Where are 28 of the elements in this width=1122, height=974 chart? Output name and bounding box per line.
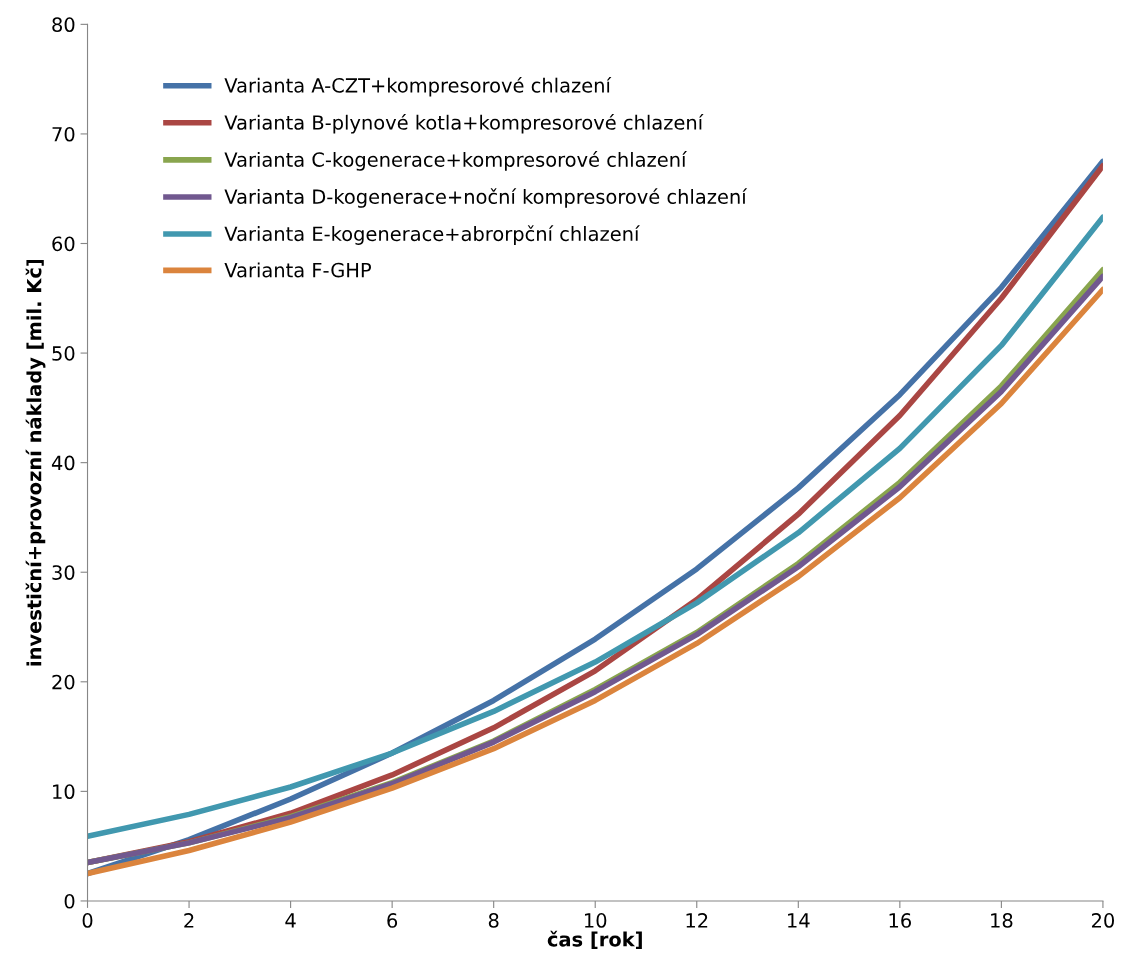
legend-label: Varianta E-kogenerace+abrorpční chlazení [224, 225, 640, 245]
legend-label: Varianta D-kogenerace+noční kompresorové chlazení [224, 188, 748, 208]
y-tick-label: 60 [52, 236, 75, 252]
y-tick-label: 70 [52, 126, 75, 142]
y-tick-label: 10 [53, 784, 75, 800]
y-axis-title: investiční+provozní náklady [mil. Kč] [25, 259, 46, 666]
x-tick-label: 0 [82, 913, 93, 928]
x-tick-label: 14 [788, 913, 810, 928]
x-axis-title: čas [rok] [547, 930, 642, 949]
y-tick-label: 40 [51, 455, 75, 471]
y-tick-label: 50 [52, 346, 75, 361]
x-tick-label: 6 [387, 913, 398, 928]
x-tick-label: 18 [991, 913, 1013, 928]
y-tick-label: 80 [52, 17, 75, 33]
x-tick-label: 12 [686, 913, 708, 928]
x-tick-label: 20 [1091, 913, 1115, 928]
x-tick-label: 10 [584, 913, 607, 928]
y-tick-label: 30 [52, 565, 75, 580]
x-tick-label: 16 [889, 913, 911, 928]
legend-label: Varianta A-CZT+kompresorové chlazení [224, 76, 612, 97]
legend-label: Varianta C-kogenerace+kompresorové chlazení [224, 151, 687, 171]
x-tick-label: 8 [488, 913, 499, 928]
x-tick-label: 2 [184, 913, 194, 928]
x-tick-label: 4 [285, 913, 296, 928]
y-tick-label: 0 [64, 893, 75, 909]
legend-label: Varianta F-GHP [224, 262, 371, 278]
legend-label: Varianta B-plynové kotla+kompresorové chlazení [224, 114, 704, 134]
y-tick-label: 20 [52, 674, 75, 690]
